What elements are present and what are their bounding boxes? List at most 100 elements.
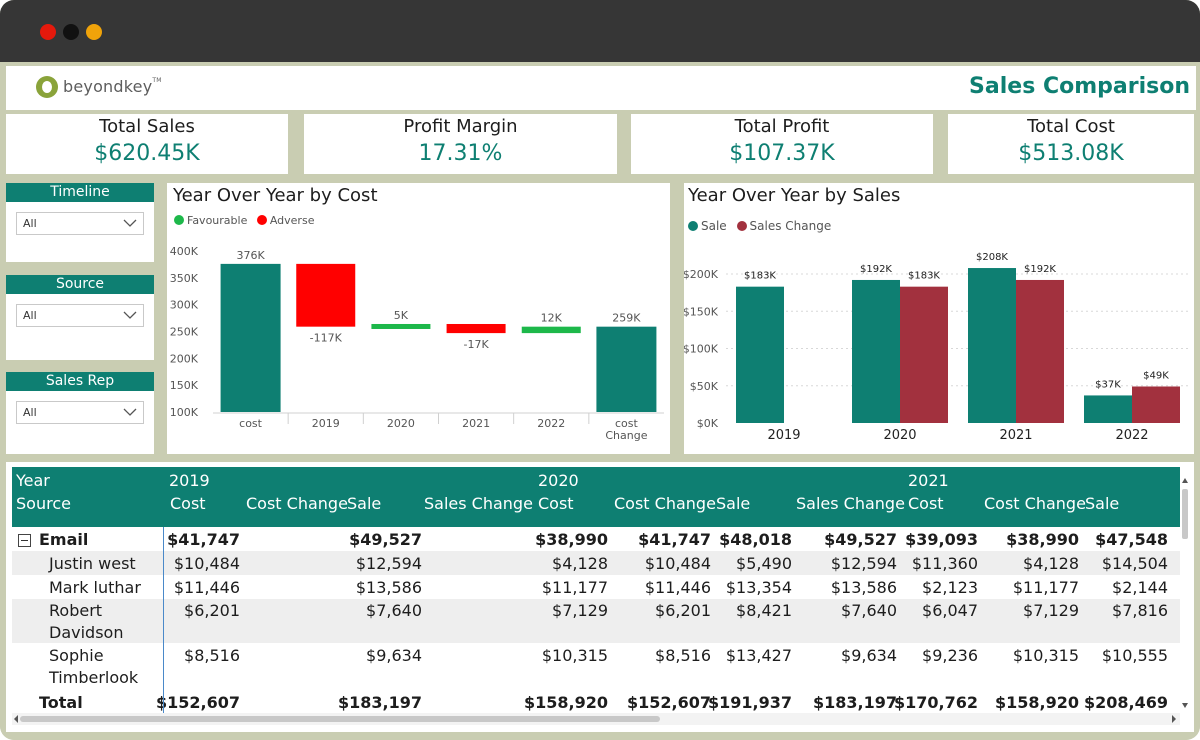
table-row	[12, 575, 1180, 599]
column-header[interactable]: Sales Change	[796, 494, 905, 513]
kpi-label: Profit Margin	[403, 116, 518, 137]
column-header[interactable]: Cost Change	[614, 494, 716, 513]
data-label: $49K	[1143, 370, 1169, 381]
bar-sale	[852, 279, 900, 423]
data-label: 12K	[541, 312, 563, 325]
slicer-title: Timeline	[6, 183, 154, 202]
table-cell: $14,504	[1101, 554, 1168, 573]
x-tick-label: 2020	[883, 428, 916, 443]
x-tick-label: 2019	[767, 428, 800, 443]
table-header: Year Source 2019 2020 2021 Cost Cost Chan…	[12, 467, 1180, 527]
waterfall-bar	[371, 323, 431, 329]
report-canvas: beyondkeyTM Sales Comparison Total Sales…	[0, 62, 1200, 740]
group-name: Email	[39, 530, 89, 549]
waterfall-bar	[296, 263, 356, 327]
bar-sales-change	[900, 286, 948, 423]
maximize-window-button[interactable]	[86, 24, 102, 40]
bar-sales-change	[1132, 386, 1180, 423]
table-cell: $170,762	[893, 693, 978, 712]
table-cell: $13,354	[725, 578, 792, 597]
table-cell: $5,490	[736, 554, 792, 573]
waterfall-plot: 400K 350K 300K 250K 200K 150K 100K 376K -117K 5K -…	[170, 245, 664, 442]
data-label: $183K	[908, 271, 940, 282]
logo-text: beyondkeyTM	[63, 77, 162, 96]
table-cell: $191,937	[707, 693, 792, 712]
header-year[interactable]: 2021	[908, 471, 949, 490]
kpi-value: 17.31%	[418, 141, 503, 166]
source-dropdown[interactable]: All	[16, 304, 144, 327]
legend-label: Adverse	[269, 214, 315, 227]
x-tick-label: 2022	[537, 417, 565, 430]
y-tick-label: 150K	[170, 379, 199, 392]
header-year-label: Year	[16, 471, 50, 490]
table-row	[12, 599, 1180, 643]
minimize-window-button[interactable]	[63, 24, 79, 40]
x-tick-label: 2021	[999, 428, 1032, 443]
timeline-dropdown[interactable]: All	[16, 212, 144, 235]
column-header[interactable]: Sales Change	[424, 494, 533, 513]
window-titlebar	[0, 0, 1200, 62]
column-header[interactable]: Cost	[170, 494, 206, 513]
chevron-down-icon	[123, 311, 137, 319]
table-row	[12, 643, 1180, 689]
legend-swatch	[174, 215, 184, 225]
table-cell: $11,177	[541, 578, 608, 597]
y-tick-label: 300K	[170, 299, 199, 312]
sales-rep-dropdown[interactable]: All	[16, 401, 144, 424]
table-cell: $8,516	[184, 646, 240, 665]
column-header[interactable]: Cost Change	[246, 494, 348, 513]
table-cell: $10,555	[1101, 646, 1168, 665]
x-tick-label: cost	[239, 417, 263, 430]
table-cell: $7,129	[1023, 601, 1079, 620]
table-cell: $2,144	[1112, 578, 1168, 597]
scroll-thumb[interactable]	[20, 716, 660, 722]
chart-sales-yoy: Year Over Year by Sales Sale Sales Chang…	[684, 183, 1194, 454]
column-header[interactable]: Cost	[538, 494, 574, 513]
chart-title: Year Over Year by Sales	[688, 185, 901, 206]
table-cell: $9,634	[366, 646, 422, 665]
table-cell: $8,421	[736, 601, 792, 620]
table-cell: $2,123	[922, 578, 978, 597]
chart-title: Year Over Year by Cost	[173, 185, 378, 206]
close-window-button[interactable]	[40, 24, 56, 40]
table-cell: $49,527	[824, 530, 897, 549]
table-cell: $39,093	[905, 530, 978, 549]
slicer-source: Source All	[6, 275, 154, 360]
y-tick-label: $50K	[690, 380, 719, 393]
legend-item-sales-change[interactable]: Sales Change	[736, 219, 831, 233]
kpi-value: $107.37K	[729, 141, 835, 166]
table-cell: $9,236	[922, 646, 978, 665]
kpi-label: Total Sales	[99, 116, 195, 137]
table-cell: $41,747	[167, 530, 240, 549]
table-cell: $49,527	[349, 530, 422, 549]
table-cell: $10,315	[1012, 646, 1079, 665]
table-cell: $7,816	[1112, 601, 1168, 620]
column-header[interactable]: Sale	[347, 494, 382, 513]
collapse-icon[interactable]	[18, 534, 31, 547]
column-header[interactable]: Sale	[716, 494, 751, 513]
column-header[interactable]: Sale	[1085, 494, 1120, 513]
table-cell: $6,047	[922, 601, 978, 620]
vertical-scrollbar[interactable]	[1180, 467, 1190, 713]
table-cell: $7,640	[366, 601, 422, 620]
column-header[interactable]: Cost	[908, 494, 944, 513]
header-year[interactable]: 2019	[169, 471, 210, 490]
legend-item-sale[interactable]: Sale	[688, 219, 727, 233]
y-tick-label: 350K	[170, 272, 199, 285]
column-header[interactable]: Cost Change	[984, 494, 1086, 513]
horizontal-scrollbar[interactable]	[12, 713, 1180, 725]
legend-label: Sale	[701, 219, 727, 233]
table-cell: $208,469	[1083, 693, 1168, 712]
kpi-card-total-sales: Total Sales $620.45K	[6, 114, 288, 174]
legend-item-favourable[interactable]: Favourable	[174, 214, 247, 227]
legend-item-adverse[interactable]: Adverse	[256, 214, 315, 227]
table-cell: $7,640	[841, 601, 897, 620]
y-tick-label: $200K	[684, 268, 719, 281]
dropdown-value: All	[23, 309, 37, 322]
waterfall-bar	[596, 326, 657, 412]
header-year[interactable]: 2020	[538, 471, 579, 490]
waterfall-bar	[446, 323, 506, 334]
legend-swatch	[256, 215, 267, 225]
logo-mark-icon	[36, 76, 58, 98]
kpi-card-total-profit: Total Profit $107.37K	[631, 114, 933, 174]
